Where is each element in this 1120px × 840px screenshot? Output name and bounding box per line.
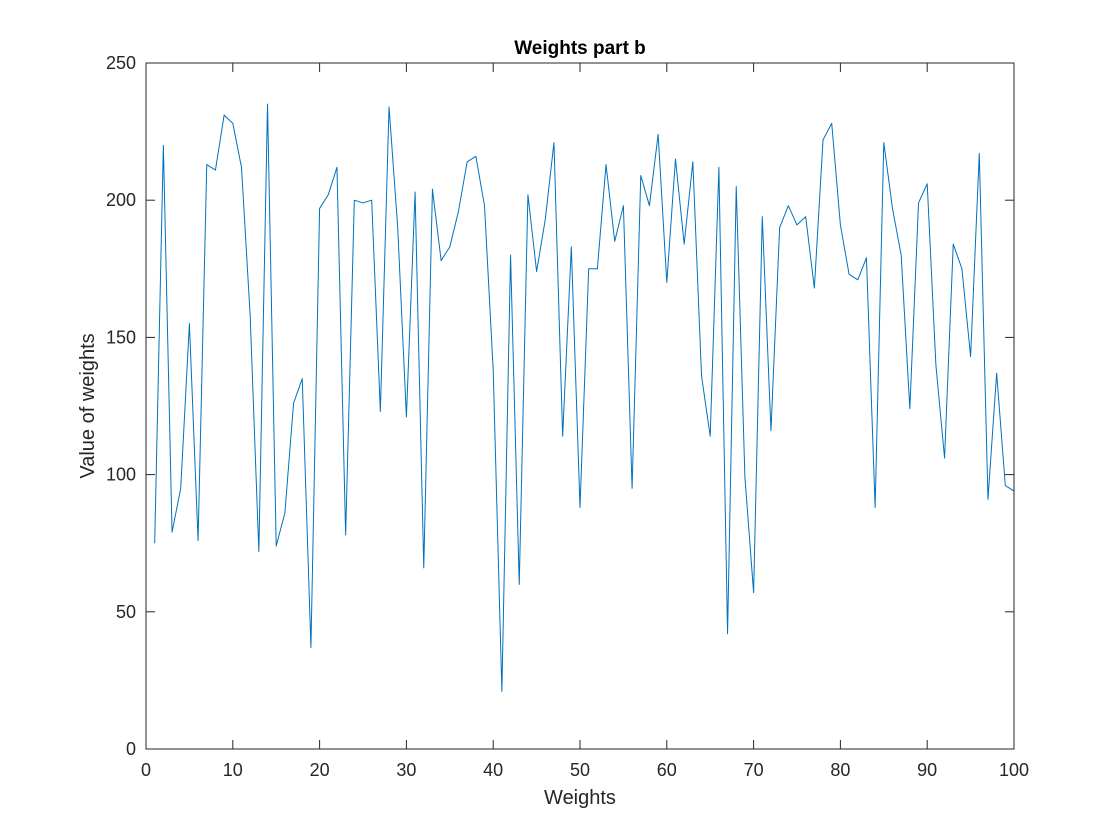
series-line <box>154 103 1015 692</box>
chart-title: Weights part b <box>514 38 646 59</box>
y-tick-label: 250 <box>106 53 136 73</box>
y-tick-label: 50 <box>116 602 136 622</box>
x-tick-label: 40 <box>483 760 503 780</box>
x-tick-label: 0 <box>141 760 151 780</box>
plot-frame <box>145 62 1015 750</box>
x-tick-label: 80 <box>830 760 850 780</box>
x-tick-label: 70 <box>744 760 764 780</box>
y-axis-label: Value of weights <box>77 333 99 478</box>
plot-area <box>146 63 1014 749</box>
x-tick-label: 60 <box>657 760 677 780</box>
x-axis-label: Weights <box>544 787 616 809</box>
x-tick-label: 50 <box>570 760 590 780</box>
x-tick-label: 100 <box>999 760 1029 780</box>
tick-labels: 0 10 20 30 40 50 60 70 80 90 100 0 50 100 150 200 250 <box>106 53 1029 780</box>
x-tick-label: 90 <box>917 760 937 780</box>
y-tick-label: 100 <box>106 465 136 485</box>
x-tick-label: 30 <box>396 760 416 780</box>
y-tick-label: 0 <box>126 739 136 759</box>
y-tick-label: 200 <box>106 190 136 210</box>
x-tick-label: 10 <box>223 760 243 780</box>
x-tick-label: 20 <box>310 760 330 780</box>
y-tick-label: 150 <box>106 327 136 347</box>
